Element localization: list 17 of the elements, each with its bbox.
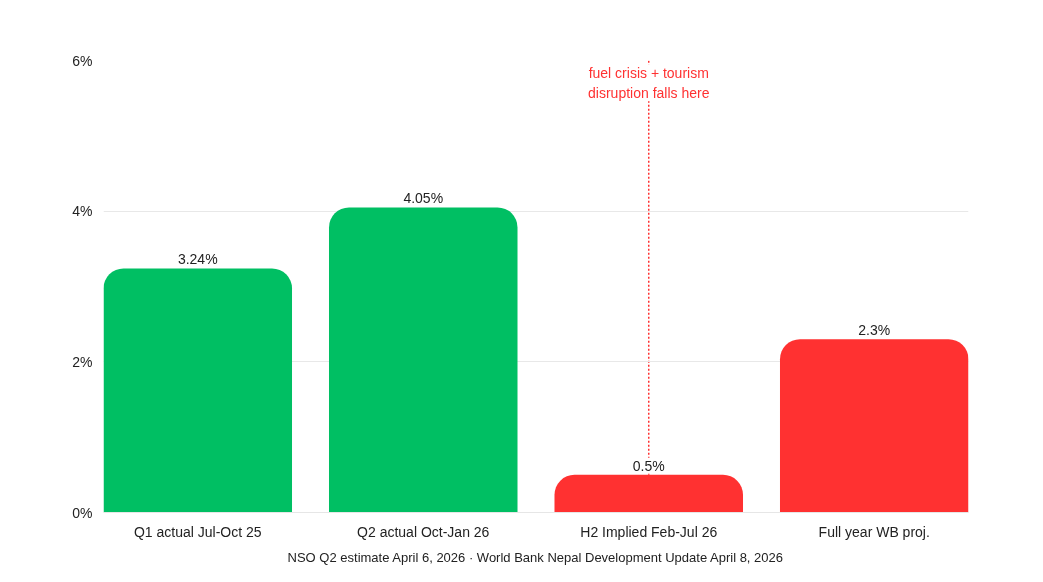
annotation: fuel crisis + tourism disruption falls here xyxy=(588,64,710,102)
y-tick-label: 4% xyxy=(72,203,93,220)
data-label: 0.5% xyxy=(632,457,665,474)
text: NSO Q2 estimate April 6, 2026 · World Bank Nepal Development Update April 8, 2026 xyxy=(287,549,784,565)
data-label: 3.24% xyxy=(177,251,218,268)
bar xyxy=(103,268,293,513)
x-tick-label: Q1 actual Jul-Oct 25 xyxy=(133,523,262,540)
y-tick-label: 6% xyxy=(72,52,93,69)
bar xyxy=(329,207,518,513)
x-tick-label: H2 Implied Feb-Jul 26 xyxy=(580,523,718,540)
data-label: 2.3% xyxy=(858,322,891,339)
data-label: 4.05% xyxy=(403,190,444,207)
bar xyxy=(779,339,969,513)
x-tick-label: Q2 actual Oct-Jan 26 xyxy=(357,523,490,540)
y-tick-label: 0% xyxy=(72,504,93,521)
y-tick-label: 2% xyxy=(72,353,93,370)
x-tick-label: Full year WB proj. xyxy=(818,523,930,540)
